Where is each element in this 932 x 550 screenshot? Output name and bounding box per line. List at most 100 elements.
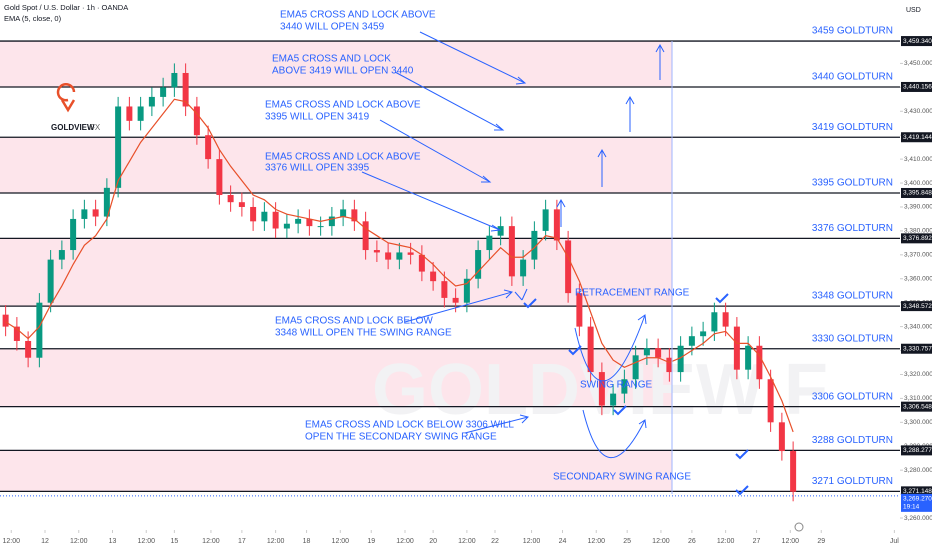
level-label: 3419 GOLDTURN: [812, 122, 893, 133]
x-tick-label: 12:00: [137, 538, 155, 545]
candle-body: [103, 187, 110, 217]
level-axis-box: [901, 445, 932, 456]
candle-body: [722, 312, 729, 327]
annotation: 3395 WILL OPEN 3419: [265, 112, 370, 123]
level-axis-box: [901, 301, 932, 312]
level-axis-label: 3,459.340: [903, 38, 932, 45]
candle-body: [126, 106, 133, 121]
x-tick-label: 19: [367, 538, 375, 545]
annotation: EMA5 CROSS AND LOCK ABOVE: [280, 10, 436, 21]
level-label: 3288 GOLDTURN: [812, 435, 893, 446]
symbol: Gold Spot / U.S. Dollar · 1h · OANDA: [4, 3, 128, 12]
candle-body: [171, 72, 178, 88]
level-axis-box: [901, 132, 932, 143]
candle-body: [767, 379, 774, 423]
annotation: OPEN THE SECONDARY SWING RANGE: [305, 432, 497, 443]
level-label: 3376 GOLDTURN: [812, 223, 893, 234]
candle-body: [778, 422, 785, 452]
candle-body: [463, 278, 470, 303]
x-tick-label: 12:00: [202, 538, 220, 545]
bands: [0, 41, 672, 492]
level-axis-label: 3,440.156: [903, 84, 932, 91]
countdown: 19:14: [903, 504, 920, 511]
currency: USD: [906, 7, 921, 14]
annotation: EMA5 CROSS AND LOCK ABOVE: [265, 152, 421, 163]
annotation: 3376 WILL OPEN 3395: [265, 163, 370, 174]
level-axis-label: 3,419.144: [903, 134, 932, 141]
x-tick-label: 18: [303, 538, 311, 545]
level-axis-box: [901, 36, 932, 47]
level-axis-box: [901, 187, 932, 198]
x-tick-label: 12:00: [458, 538, 476, 545]
candle-body: [148, 96, 155, 107]
range-label: SWING RANGE: [580, 380, 653, 391]
annotation: 3440 WILL OPEN 3459: [280, 22, 385, 33]
candle-body: [238, 202, 245, 207]
candle-body: [508, 226, 515, 277]
zone: [0, 137, 672, 193]
candle-body: [598, 372, 605, 406]
level-axis-label: 3,288.277: [903, 447, 932, 454]
x-tick-label: 27: [753, 538, 761, 545]
x-tick-label: 12:00: [587, 538, 605, 545]
candle-body: [643, 348, 650, 356]
x-tick-label: Jul: [890, 538, 899, 545]
y-tick-label: 3,380.000: [904, 228, 932, 235]
candle-body: [36, 302, 43, 358]
level-label: 3348 GOLDTURN: [812, 291, 893, 302]
y-tick-label: 3,370.000: [904, 252, 932, 259]
candle-body: [745, 345, 752, 370]
candle-body: [137, 106, 144, 121]
candle-body: [306, 218, 313, 227]
candle-body: [160, 87, 167, 97]
x-tick-label: 12:00: [782, 538, 800, 545]
y-tick-label: 3,300.000: [904, 419, 932, 426]
y-tick-label: 3,390.000: [904, 204, 932, 211]
x-tick-label: 17: [238, 538, 246, 545]
candle-body: [182, 72, 189, 107]
level-label: 3440 GOLDTURN: [812, 72, 893, 83]
candle-body: [576, 293, 583, 327]
candle-body: [47, 259, 54, 303]
level-axis-label: 3,395.848: [903, 190, 932, 197]
x-tick-label: 13: [109, 538, 117, 545]
candle-body: [430, 271, 437, 282]
candle-body: [362, 221, 369, 251]
y-tick-label: 3,430.000: [904, 108, 932, 115]
level-axis-box: [901, 81, 932, 92]
x-tick-label: 15: [170, 538, 178, 545]
candle-body: [610, 393, 617, 406]
candle-body: [587, 326, 594, 373]
candle-body: [711, 312, 718, 332]
x-tick-label: 29: [817, 538, 825, 545]
level-label: 3271 GOLDTURN: [812, 476, 893, 487]
candle-body: [621, 379, 628, 394]
x-tick-label: 12:00: [652, 538, 670, 545]
x-tick-label: 22: [491, 538, 499, 545]
candle-body: [407, 252, 414, 255]
annotation: EMA5 CROSS AND LOCK BELOW: [275, 316, 433, 327]
marker: [794, 522, 804, 532]
level-axis-label: 3,348.572: [903, 303, 932, 310]
level-label: 3459 GOLDTURN: [812, 26, 893, 37]
zone: [0, 41, 672, 87]
last-price-box: [901, 493, 932, 512]
candle-body: [283, 223, 290, 229]
candle-body: [688, 336, 695, 346]
y-tick-label: 3,340.000: [904, 323, 932, 330]
arrows: [361, 31, 749, 496]
candle-body: [520, 259, 527, 277]
candle-body: [486, 235, 493, 251]
candle-body: [452, 297, 459, 303]
axis: 3,260.0003,270.0003,280.0003,290.0003,30…: [2, 36, 932, 545]
y-tick-label: 3,360.000: [904, 275, 932, 282]
annotation: EMA5 CROSS AND LOCK BELOW 3306 WILL: [305, 420, 514, 431]
y-tick-label: 3,280.000: [904, 467, 932, 474]
level-axis-label: 3,330.757: [903, 345, 932, 352]
candle-body: [385, 252, 392, 260]
candle-body: [2, 314, 9, 327]
annotation: EMA5 CROSS AND LOCK: [272, 54, 391, 65]
annotation: 3348 WILL OPEN THE SWING RANGE: [275, 328, 452, 339]
candle-body: [666, 357, 673, 373]
